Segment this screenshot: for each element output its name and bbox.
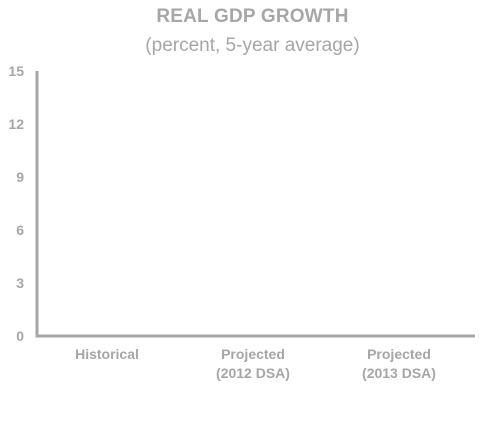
x-category-label: Projected (2012 DSA) — [216, 346, 290, 381]
x-category-label-line: (2013 DSA) — [362, 365, 436, 381]
y-tick-label: 9 — [16, 169, 24, 185]
y-tick-label: 15 — [8, 63, 24, 79]
chart-subtitle: (percent, 5-year average) — [145, 35, 360, 56]
y-tick-group: 0 3 6 9 12 15 — [8, 63, 24, 344]
y-tick-label: 12 — [8, 116, 24, 132]
y-tick-label: 0 — [16, 328, 24, 344]
y-tick-label: 3 — [16, 275, 24, 291]
x-category-label-line: Projected — [221, 346, 285, 362]
x-category-label-line: (2012 DSA) — [216, 365, 290, 381]
x-category-label: Projected (2013 DSA) — [362, 346, 436, 381]
x-category-group: Historical Projected (2012 DSA) Projected (2… — [75, 346, 436, 381]
x-category-label: Historical — [75, 346, 139, 362]
x-category-label-line: Projected — [367, 346, 431, 362]
x-category-label-line: Historical — [75, 346, 139, 362]
chart-title: REAL GDP GROWTH — [156, 6, 349, 27]
y-tick-label: 6 — [16, 222, 24, 238]
